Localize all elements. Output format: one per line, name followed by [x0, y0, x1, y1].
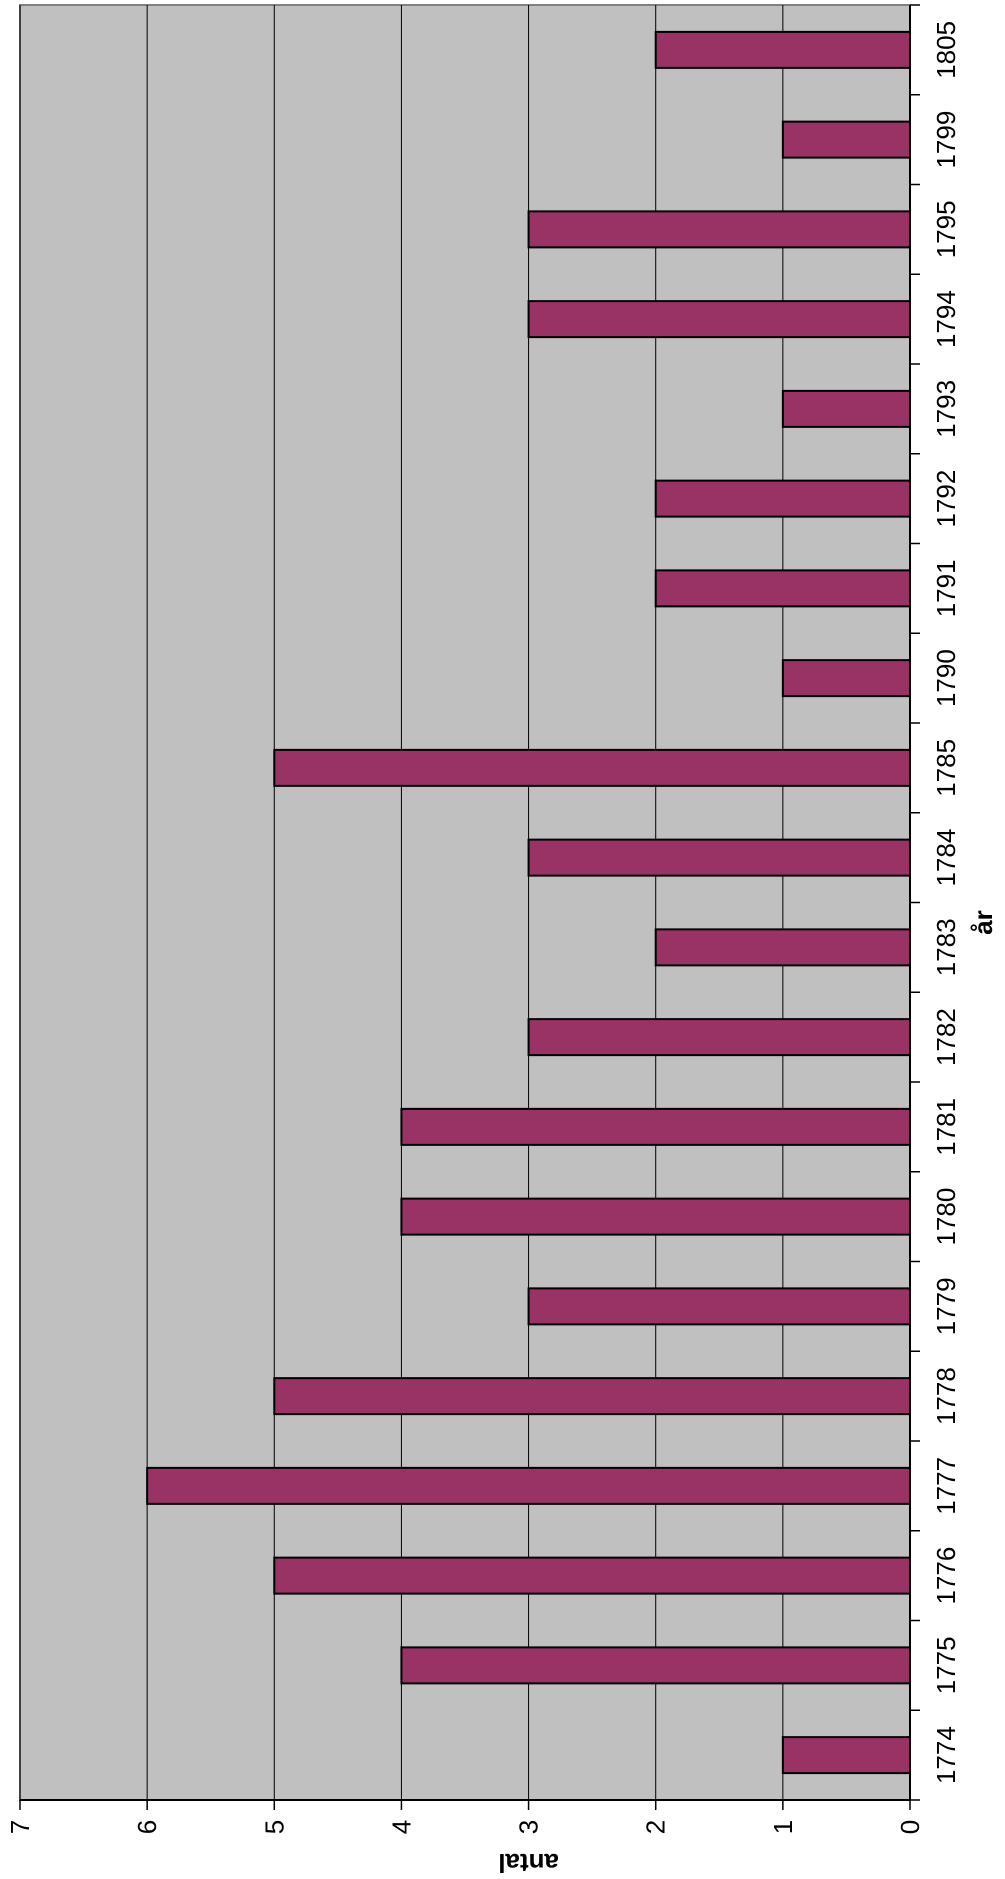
category-tick-label: 1795	[931, 200, 961, 258]
bar-1783	[654, 928, 912, 967]
bar-1784	[527, 838, 911, 877]
bar-1776	[273, 1556, 911, 1595]
bar-1792	[654, 479, 912, 518]
value-tick-label: 4	[386, 1820, 416, 1834]
category-tick-label: 1794	[931, 290, 961, 348]
category-tick-label: 1792	[931, 470, 961, 528]
bar-1790	[781, 659, 911, 698]
bar-1805	[654, 30, 912, 69]
category-tick-label: 1781	[931, 1098, 961, 1156]
category-tick-label: 1793	[931, 380, 961, 438]
bar-1782	[527, 1018, 911, 1057]
category-tick-label: 1790	[931, 649, 961, 707]
category-tick-label: 1777	[931, 1457, 961, 1515]
bar-1793	[781, 389, 911, 428]
category-axis-ticks: 1774 1775 1776 1777 1778 1779 1780 1781 1782 1783…	[910, 4, 961, 1801]
category-tick-label: 1778	[931, 1367, 961, 1425]
bar-1779	[527, 1287, 911, 1326]
value-tick-label: 6	[132, 1820, 162, 1834]
category-tick-label: 1774	[931, 1726, 961, 1784]
value-axis-title: antal	[498, 1848, 559, 1878]
value-tick-label: 0	[895, 1820, 925, 1834]
value-tick-label: 3	[514, 1820, 544, 1834]
value-tick-label: 7	[5, 1820, 35, 1834]
category-tick-label: 1805	[931, 21, 961, 79]
category-tick-label: 1785	[931, 739, 961, 797]
category-tick-label: 1784	[931, 829, 961, 887]
category-tick-label: 1776	[931, 1547, 961, 1605]
category-tick-label: 1780	[931, 1188, 961, 1246]
plot-background	[19, 4, 911, 1801]
category-tick-label: 1799	[931, 111, 961, 169]
bar-1777	[146, 1466, 911, 1505]
value-tick-label: 1	[768, 1820, 798, 1834]
category-tick-label: 1775	[931, 1636, 961, 1694]
value-tick-label: 5	[259, 1820, 289, 1834]
bar-1799	[781, 120, 911, 159]
bar-1791	[654, 569, 912, 608]
category-tick-label: 1779	[931, 1277, 961, 1335]
bar-1780	[400, 1197, 911, 1236]
value-axis-ticks: 0 1 2 3 4 5 6 7	[5, 1800, 925, 1834]
bar-1778	[273, 1377, 911, 1416]
bar-1774	[781, 1736, 911, 1775]
value-tick-label: 2	[641, 1820, 671, 1834]
bar-1785	[273, 748, 911, 787]
bar-1794	[527, 300, 911, 339]
bars	[146, 30, 912, 1775]
category-tick-label: 1782	[931, 1008, 961, 1066]
category-tick-label: 1783	[931, 918, 961, 976]
category-tick-label: 1791	[931, 559, 961, 617]
category-axis-title: år	[968, 910, 998, 935]
bar-1781	[400, 1107, 911, 1146]
bar-1775	[400, 1646, 911, 1685]
bar-1795	[527, 210, 911, 249]
plot-area	[19, 4, 911, 1801]
axis-titles: år antal	[498, 910, 998, 1878]
